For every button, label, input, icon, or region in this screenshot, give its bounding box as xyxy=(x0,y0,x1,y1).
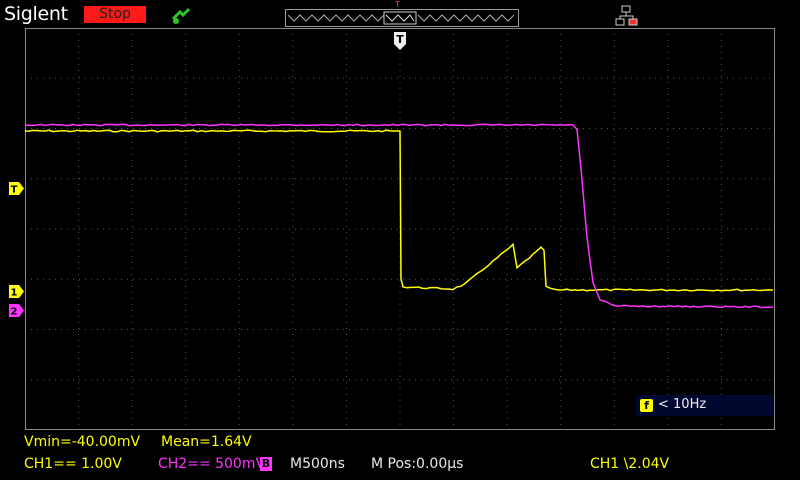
memory-depth-bar[interactable] xyxy=(285,9,519,27)
trigger-readout[interactable]: CH1 \2.04V xyxy=(590,456,670,472)
trigger-status-icon xyxy=(171,7,191,24)
ch2-ground-marker[interactable]: 2 xyxy=(9,304,25,317)
trigger-level-marker[interactable]: T xyxy=(9,182,25,195)
screen-border xyxy=(25,28,775,430)
ch2-trace xyxy=(25,123,774,309)
svg-text:2: 2 xyxy=(11,307,18,318)
ch1-trace xyxy=(25,129,774,292)
frequency-readout: < 10Hz xyxy=(658,397,707,412)
ch2-scale[interactable]: CH2== 500mV xyxy=(158,456,266,472)
grid xyxy=(25,28,775,430)
horizontal-position-readout[interactable]: M Pos:0.00µs xyxy=(371,456,464,472)
brand-logo: Siglent xyxy=(4,3,68,25)
waveform-screen[interactable] xyxy=(25,28,775,430)
ch1-scale[interactable]: CH1== 1.00V xyxy=(24,456,122,472)
timebase-readout[interactable]: M500ns xyxy=(290,456,345,472)
frequency-counter: f < 10Hz xyxy=(636,395,773,416)
trigger-time-marker[interactable]: T xyxy=(393,31,407,51)
svg-text:T: T xyxy=(11,185,18,196)
frequency-badge: f xyxy=(640,399,653,412)
measurement-mean: Mean=1.64V xyxy=(161,434,252,450)
run-stop-indicator[interactable]: Stop xyxy=(84,6,146,23)
svg-text:T: T xyxy=(396,33,404,46)
trigger-position-marker: T xyxy=(395,0,400,9)
bandwidth-limit-badge: B xyxy=(260,457,272,471)
measurement-vmin: Vmin=-40.00mV xyxy=(24,434,141,450)
svg-text:1: 1 xyxy=(11,288,18,299)
network-icon xyxy=(615,5,638,26)
ch1-ground-marker[interactable]: 1 xyxy=(9,285,25,298)
